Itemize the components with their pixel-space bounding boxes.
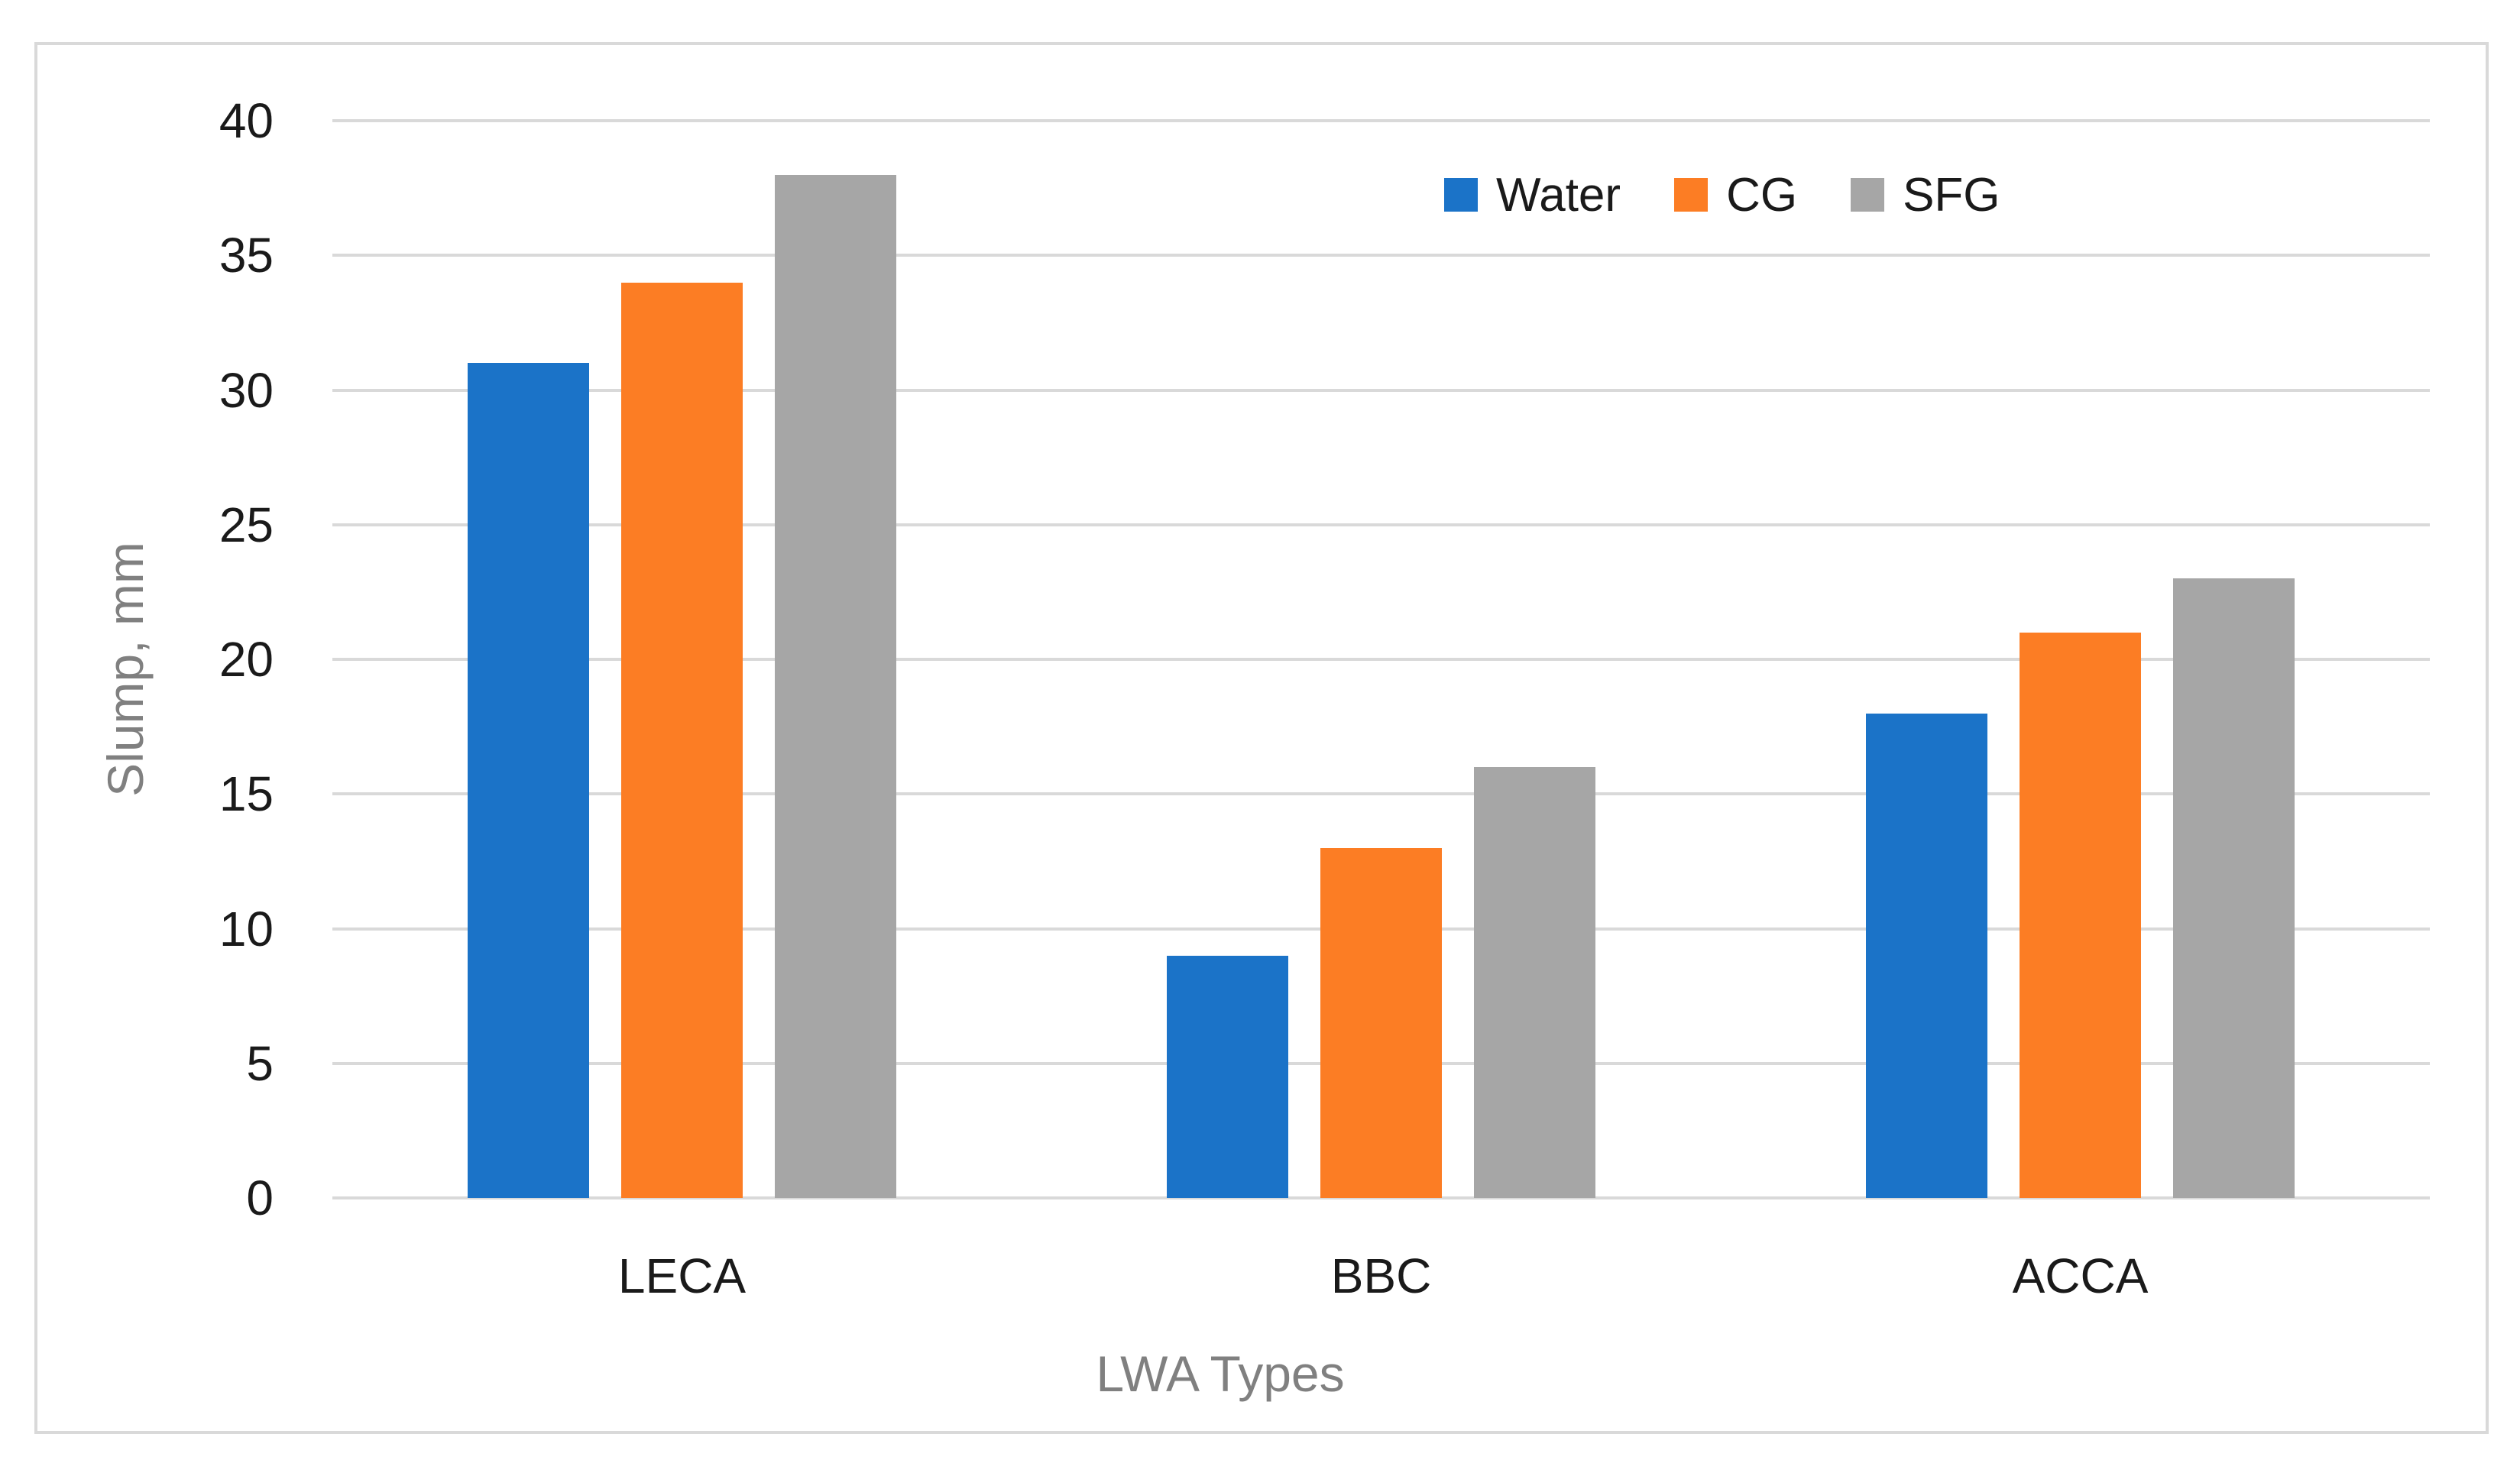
bar-leca-cg bbox=[621, 282, 743, 1198]
legend-swatch-water bbox=[1444, 178, 1478, 212]
y-tick-label-5: 5 bbox=[246, 1035, 274, 1091]
y-tick-label-30: 30 bbox=[219, 362, 274, 418]
bar-acca-water bbox=[1866, 713, 1987, 1198]
category-label-acca: ACCA bbox=[2012, 1248, 2149, 1303]
category-label-leca: LECA bbox=[617, 1248, 747, 1303]
y-tick-label-10: 10 bbox=[219, 901, 274, 957]
bar-bbc-cg bbox=[1320, 847, 1442, 1198]
y-tick-label-20: 20 bbox=[219, 632, 274, 687]
legend-label-cg: CG bbox=[1726, 168, 1798, 222]
y-gridline-40 bbox=[332, 119, 2430, 122]
bar-acca-cg bbox=[2020, 632, 2141, 1198]
legend-swatch-cg bbox=[1674, 178, 1709, 212]
legend-swatch-sfg bbox=[1851, 178, 1885, 212]
y-gridline-0 bbox=[332, 1196, 2430, 1199]
x-axis-title: LWA Types bbox=[1096, 1345, 1345, 1402]
legend-label-sfg: SFG bbox=[1903, 168, 2000, 222]
y-axis-title: Slump, mm bbox=[97, 542, 154, 797]
legend-label-water: Water bbox=[1496, 168, 1621, 222]
legend-item-sfg: SFG bbox=[1851, 168, 2000, 222]
bar-bbc-sfg bbox=[1474, 767, 1595, 1198]
y-tick-label-0: 0 bbox=[246, 1170, 274, 1225]
legend-item-cg: CG bbox=[1674, 168, 1797, 222]
y-gridline-20 bbox=[332, 658, 2430, 661]
legend-item-water: Water bbox=[1444, 168, 1621, 222]
legend: Water CG SFG bbox=[1444, 168, 2000, 222]
y-gridline-25 bbox=[332, 523, 2430, 526]
bar-leca-sfg bbox=[775, 174, 896, 1198]
bar-leca-water bbox=[468, 363, 589, 1198]
bar-bbc-water bbox=[1167, 955, 1288, 1198]
plot-area bbox=[332, 119, 2430, 1199]
y-gridline-30 bbox=[332, 388, 2430, 392]
y-tick-label-35: 35 bbox=[219, 228, 274, 283]
y-tick-label-25: 25 bbox=[219, 497, 274, 552]
bar-acca-sfg bbox=[2173, 578, 2295, 1198]
y-gridline-35 bbox=[332, 254, 2430, 257]
category-label-bbc: BBC bbox=[1330, 1248, 1432, 1303]
y-gridline-15 bbox=[332, 792, 2430, 796]
y-tick-label-15: 15 bbox=[219, 766, 274, 822]
y-tick-label-40: 40 bbox=[219, 93, 274, 148]
